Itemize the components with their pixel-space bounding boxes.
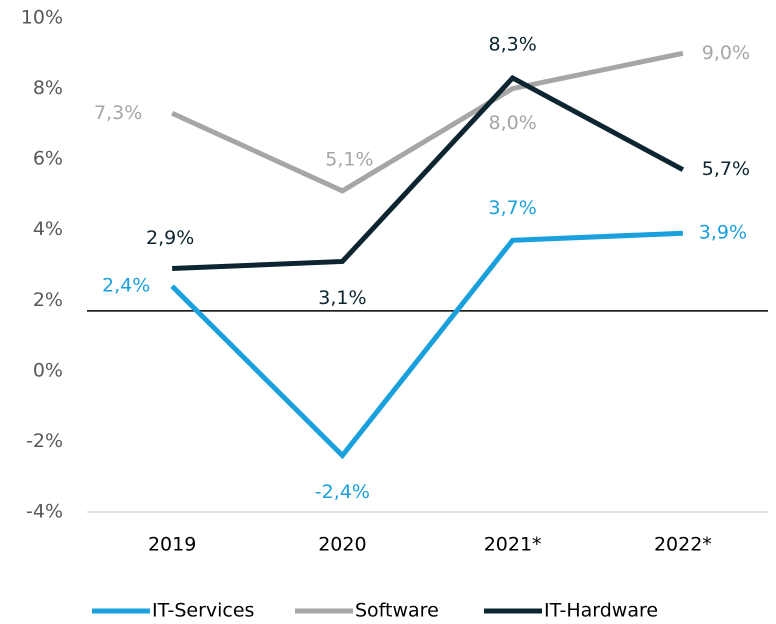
data-label: 5,1% — [325, 148, 373, 170]
line — [172, 74, 685, 272]
y-tick-label: 8% — [33, 77, 63, 99]
data-label: 2,9% — [146, 227, 194, 249]
data-label: 8,3% — [488, 33, 536, 55]
y-tick-label: 0% — [33, 359, 63, 381]
y-tick-label: -2% — [26, 430, 63, 452]
y-tick-label: 6% — [33, 148, 63, 170]
line — [170, 230, 683, 460]
y-tick-label: -4% — [26, 501, 63, 523]
legend-label: IT-Services — [152, 600, 254, 622]
data-label: 2,4% — [102, 275, 150, 297]
data-label: 3,9% — [699, 222, 747, 244]
data-label: 5,7% — [702, 158, 750, 180]
data-label: 7,3% — [94, 102, 142, 124]
line — [171, 50, 684, 194]
x-tick-label: 2019 — [148, 534, 196, 556]
y-tick-label: 2% — [33, 289, 63, 311]
data-label: 9,0% — [702, 42, 750, 64]
data-label: 3,1% — [318, 287, 366, 309]
x-tick-label: 2020 — [318, 534, 366, 556]
legend-label: Software — [355, 600, 439, 622]
data-label: -2,4% — [315, 481, 370, 503]
legend-label: IT-Hardware — [544, 600, 658, 622]
x-tick-label: 2022* — [654, 534, 712, 556]
y-tick-label: 4% — [33, 218, 63, 240]
data-label: 8,0% — [488, 112, 536, 134]
data-label: 3,7% — [488, 197, 536, 219]
y-tick-label: 10% — [21, 7, 63, 29]
x-tick-label: 2021* — [484, 534, 542, 556]
